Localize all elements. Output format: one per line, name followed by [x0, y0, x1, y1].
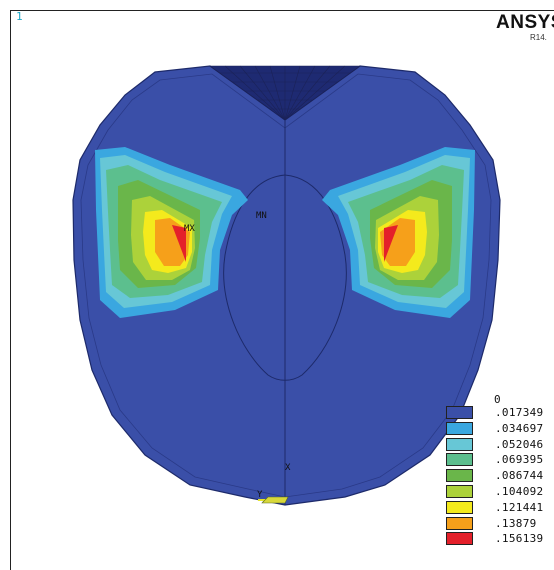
- legend-item: .052046: [446, 437, 543, 452]
- release-label: R14.: [530, 33, 547, 42]
- legend-swatch: [446, 516, 473, 530]
- legend-value: .069395: [495, 453, 544, 467]
- dense-mesh-top: [209, 65, 361, 121]
- legend-value: .017349: [495, 406, 544, 419]
- legend-value: .052046: [495, 437, 544, 451]
- legend-value: .121441: [495, 500, 544, 514]
- left-stress-contours: [95, 147, 248, 318]
- legend-swatch: [446, 437, 473, 451]
- axis-triad: [258, 496, 289, 504]
- legend-value: .034697: [495, 421, 544, 435]
- legend-item: .086744: [446, 468, 543, 483]
- window-number: 1: [16, 10, 23, 23]
- legend-item: .13879: [446, 516, 537, 531]
- legend-swatch: [446, 453, 473, 467]
- max-marker-label: MX: [184, 224, 195, 234]
- legend-swatch: [446, 485, 473, 498]
- legend-swatch: [446, 469, 473, 483]
- legend-item: .069395: [446, 452, 543, 467]
- legend-value: .13879: [495, 516, 537, 530]
- ansys-logo-text: ANSYS: [496, 12, 554, 33]
- min-marker-label: MN: [256, 211, 267, 221]
- legend-item: .121441: [446, 500, 543, 515]
- legend-value: .156139: [495, 532, 544, 546]
- legend-min-value: 0: [494, 393, 501, 406]
- right-stress-contours: [322, 147, 475, 318]
- legend-swatch: [446, 421, 473, 435]
- legend-value: .104092: [495, 485, 544, 498]
- legend-swatch: [446, 406, 473, 419]
- axis-y-label: Y: [257, 490, 263, 500]
- legend-value: .086744: [495, 469, 544, 483]
- legend-item: .104092: [446, 484, 543, 499]
- viewport-frame: [10, 10, 554, 570]
- legend-item: .017349: [446, 405, 543, 420]
- legend-item: .156139: [446, 531, 543, 546]
- legend-item: .034697: [446, 421, 543, 436]
- legend-swatch: [446, 500, 473, 514]
- mesh-edge-inner: [80, 73, 492, 498]
- legend-swatch: [446, 532, 473, 546]
- axis-x-label: X: [285, 463, 291, 473]
